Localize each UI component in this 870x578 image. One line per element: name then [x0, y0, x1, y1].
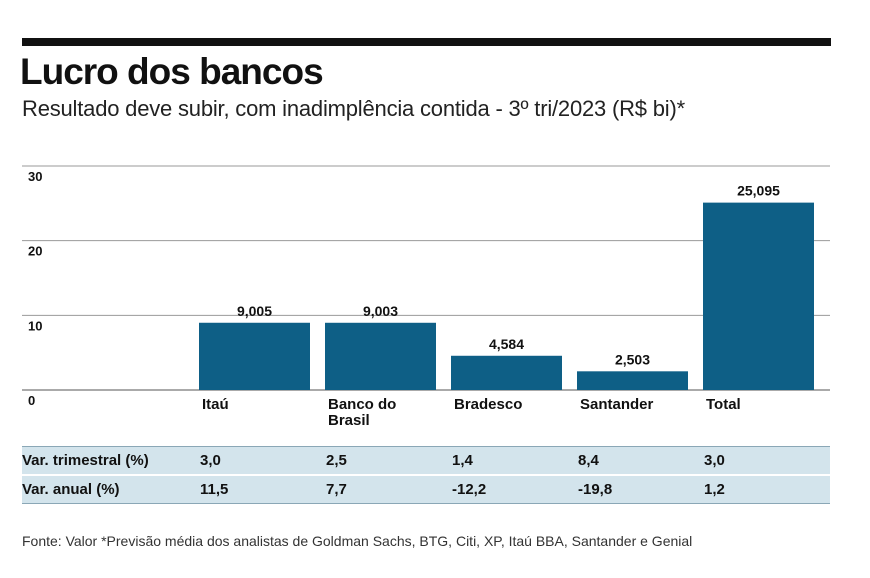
category-label: Bradesco: [454, 396, 522, 413]
chart-title: Lucro dos bancos: [20, 51, 324, 92]
row-label: Var. anual (%): [22, 474, 200, 504]
bar: [199, 322, 310, 390]
source-footnote: Fonte: Valor *Previsão média dos analist…: [22, 533, 693, 549]
value-label: 9,003: [363, 303, 398, 319]
bar: [703, 202, 814, 390]
table-cell: -19,8: [578, 474, 704, 504]
bar: [325, 322, 436, 390]
category-label: Santander: [580, 396, 654, 413]
table-cell: 2,5: [326, 446, 452, 475]
value-label: 25,095: [737, 183, 780, 199]
row-label: Var. trimestral (%): [22, 446, 200, 475]
category-label: Itaú: [202, 396, 229, 413]
bar: [451, 355, 562, 390]
table-cell: 3,0: [200, 446, 326, 475]
table-cell: -12,2: [452, 474, 578, 504]
table-cell: 8,4: [578, 446, 704, 475]
value-label: 4,584: [489, 336, 524, 352]
value-label: 2,503: [615, 351, 650, 367]
bar: [577, 371, 688, 390]
stats-table: Var. trimestral (%) 3,0 2,5 1,4 8,4 3,0 …: [22, 446, 830, 504]
table-row: Var. trimestral (%) 3,0 2,5 1,4 8,4 3,0: [22, 446, 830, 475]
category-label: Banco do: [328, 396, 396, 413]
value-label: 9,005: [237, 303, 272, 319]
table-cell: 1,2: [704, 474, 830, 504]
y-tick-label: 10: [28, 318, 42, 333]
y-tick-label: 0: [28, 393, 35, 408]
table-cell: 1,4: [452, 446, 578, 475]
table-row: Var. anual (%) 11,5 7,7 -12,2 -19,8 1,2: [22, 474, 830, 504]
table-cell: 7,7: [326, 474, 452, 504]
table-cell: 3,0: [704, 446, 830, 475]
y-tick-label: 20: [28, 244, 42, 259]
y-tick-label: 30: [28, 169, 42, 184]
table-cell: 11,5: [200, 474, 326, 504]
category-label: Brasil: [328, 412, 370, 429]
category-label: Total: [706, 396, 741, 413]
chart-subtitle: Resultado deve subir, com inadimplência …: [22, 96, 685, 121]
top-rule: [22, 38, 831, 46]
